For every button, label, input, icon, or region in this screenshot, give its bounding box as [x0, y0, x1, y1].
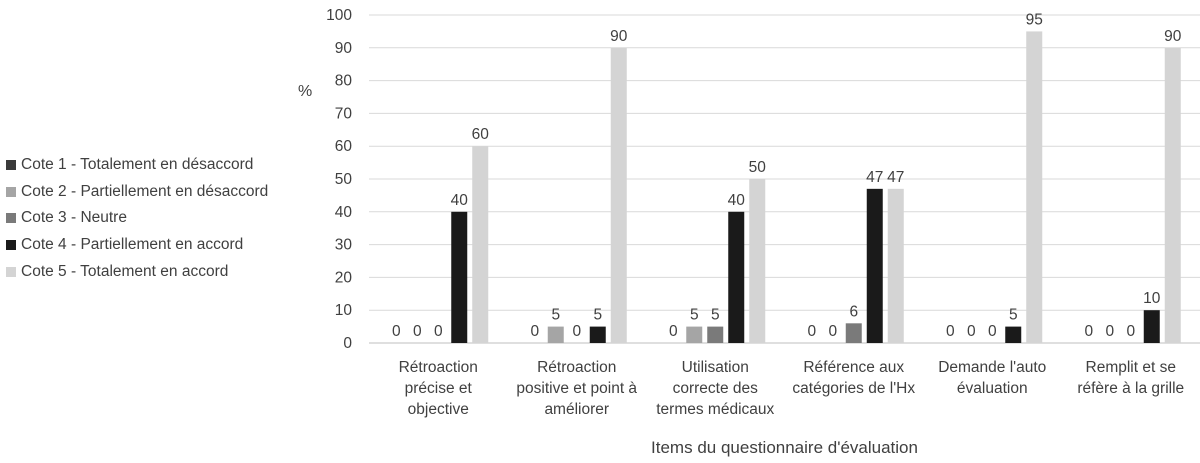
- y-tick-label: 70: [335, 105, 353, 122]
- y-tick-label: 80: [335, 73, 353, 90]
- bar: [866, 188, 883, 343]
- legend-swatch: [6, 240, 16, 251]
- legend-item: Cote 5 - Totalement en accord: [6, 258, 268, 285]
- bar: [1164, 47, 1181, 344]
- legend: Cote 1 - Totalement en désaccord Cote 2 -…: [6, 152, 268, 285]
- bar: [845, 323, 862, 343]
- x-tick-label: Utilisation correcte des termes médicaux: [656, 359, 775, 418]
- bar: [887, 188, 904, 343]
- legend-item: Cote 4 - Partiellement en accord: [6, 232, 268, 259]
- data-label: 0: [669, 323, 678, 340]
- bar: [1026, 31, 1043, 344]
- y-tick-label: 30: [335, 237, 353, 254]
- data-label: 10: [1143, 290, 1161, 307]
- x-tick-label: Remplit et se réfère à la grille: [1077, 359, 1185, 397]
- bar: [728, 211, 745, 343]
- data-label: 0: [434, 323, 443, 340]
- data-label: 90: [1164, 28, 1182, 45]
- data-label: 47: [887, 169, 904, 186]
- data-label: 0: [413, 323, 422, 340]
- gridlines: [369, 14, 1200, 344]
- y-tick-label: 50: [335, 171, 353, 188]
- legend-swatch: [6, 213, 16, 224]
- y-tick-label: 100: [326, 7, 352, 24]
- y-tick-label: 20: [335, 269, 353, 286]
- bar: [610, 47, 627, 344]
- data-label: 60: [472, 126, 490, 143]
- bar: [686, 326, 703, 343]
- legend-label: Cote 1 - Totalement en désaccord: [21, 156, 254, 174]
- y-axis-label: %: [298, 83, 313, 100]
- y-axis-ticks: 0 10 20 30 40 50 60 70 80 90 100: [326, 7, 352, 352]
- data-label: 5: [593, 307, 602, 324]
- x-tick-label: Référence aux catégories de l'Hx: [792, 359, 916, 397]
- data-label: 5: [690, 307, 699, 324]
- data-label: 50: [749, 159, 767, 176]
- legend-item: Cote 3 - Neutre: [6, 205, 268, 232]
- data-label: 90: [610, 28, 628, 45]
- data-label: 0: [530, 323, 539, 340]
- data-label: 0: [392, 323, 401, 340]
- bar: [1143, 310, 1160, 343]
- bar: [749, 179, 766, 343]
- data-label: 0: [1105, 323, 1114, 340]
- data-label: 0: [988, 323, 997, 340]
- bar: [1005, 326, 1022, 343]
- legend-label: Cote 5 - Totalement en accord: [21, 262, 229, 280]
- bar: [547, 326, 564, 343]
- data-label: 0: [946, 323, 955, 340]
- data-label: 0: [1126, 323, 1135, 340]
- data-label: 5: [711, 307, 720, 324]
- data-label: 0: [967, 323, 976, 340]
- legend-item: Cote 2 - Partiellement en désaccord: [6, 179, 268, 206]
- y-tick-label: 0: [343, 335, 352, 352]
- legend-swatch: [6, 266, 16, 277]
- x-tick-label: Rétroaction précise et objective: [398, 359, 478, 418]
- data-label: 0: [572, 323, 581, 340]
- x-tick-label: Demande l'auto évaluation: [938, 359, 1047, 397]
- legend-label: Cote 3 - Neutre: [21, 209, 127, 227]
- data-label: 40: [728, 192, 746, 209]
- data-label: 0: [1084, 323, 1093, 340]
- y-tick-label: 40: [335, 204, 353, 221]
- legend-label: Cote 4 - Partiellement en accord: [21, 236, 244, 254]
- data-label: 5: [1009, 307, 1018, 324]
- x-tick-label: Rétroaction positive et point à améliore…: [516, 359, 638, 418]
- y-tick-label: 10: [335, 302, 353, 319]
- bar: [451, 211, 468, 343]
- x-axis-title: Items du questionnaire d'évaluation: [651, 438, 918, 457]
- data-label: 0: [828, 323, 837, 340]
- y-tick-label: 60: [335, 138, 353, 155]
- legend-item: Cote 1 - Totalement en désaccord: [6, 152, 268, 179]
- data-label: 47: [866, 169, 883, 186]
- y-tick-label: 90: [335, 40, 353, 57]
- legend-label: Cote 2 - Partiellement en désaccord: [21, 182, 269, 200]
- bars: [451, 31, 1181, 344]
- bar: [589, 326, 606, 343]
- data-label: 40: [451, 192, 469, 209]
- bar: [472, 146, 489, 343]
- data-label: 0: [807, 323, 816, 340]
- legend-swatch: [6, 186, 16, 197]
- data-label: 5: [551, 307, 560, 324]
- data-label: 95: [1026, 11, 1043, 28]
- legend-swatch: [6, 160, 16, 171]
- data-label: 6: [849, 303, 858, 320]
- bar: [707, 326, 724, 343]
